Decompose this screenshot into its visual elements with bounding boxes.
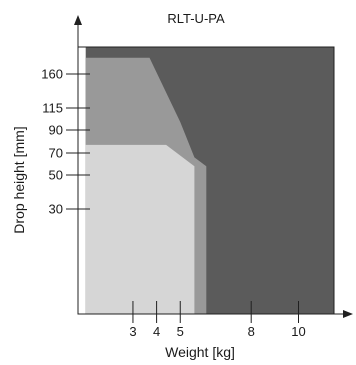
y-tick-label: 70 bbox=[49, 146, 63, 161]
x-axis-label: Weight [kg] bbox=[165, 344, 235, 360]
axes bbox=[74, 15, 353, 318]
y-ticks: 30 50 70 90 115 160 bbox=[41, 67, 90, 217]
y-tick-label: 90 bbox=[49, 123, 63, 138]
x-tick-label: 8 bbox=[248, 324, 255, 339]
y-tick-label: 160 bbox=[41, 67, 63, 82]
plot-regions bbox=[85, 47, 334, 314]
x-tick-label: 4 bbox=[153, 324, 160, 339]
inner-region bbox=[85, 144, 195, 314]
x-tick-label: 10 bbox=[291, 324, 305, 339]
y-tick-label: 50 bbox=[49, 168, 63, 183]
y-tick-label: 30 bbox=[49, 202, 63, 217]
y-axis-label: Drop height [mm] bbox=[11, 126, 27, 233]
y-axis-arrow bbox=[74, 15, 82, 25]
x-ticks: 3 4 5 8 10 bbox=[129, 301, 306, 339]
x-axis-arrow bbox=[343, 310, 353, 318]
chart-title: RLT-U-PA bbox=[167, 11, 225, 26]
x-tick-label: 5 bbox=[177, 324, 184, 339]
x-tick-label: 3 bbox=[129, 324, 136, 339]
y-tick-label: 115 bbox=[42, 101, 63, 116]
